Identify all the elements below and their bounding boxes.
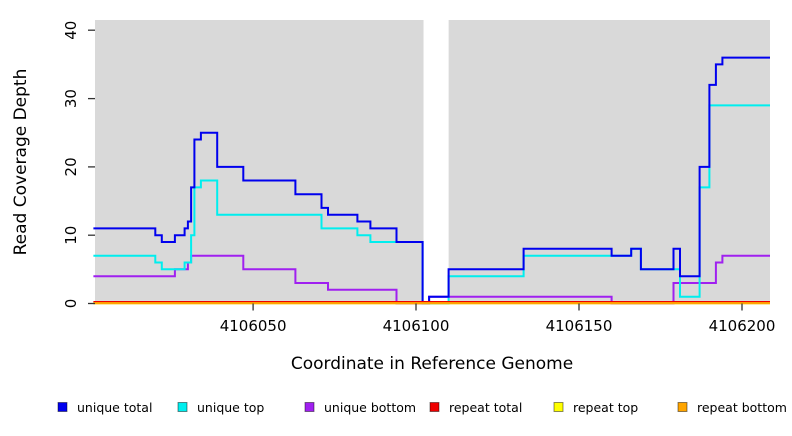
legend-swatch-repeat-top (553, 402, 564, 412)
legend-label-repeat-top: repeat top (573, 400, 638, 415)
legend: unique total unique top unique bottom repea… (57, 400, 787, 415)
legend-swatch-unique-total (57, 402, 68, 412)
x-tick-label: 4106050 (220, 317, 287, 335)
legend-swatch-repeat-bottom (677, 402, 688, 412)
y-axis-title: Read Coverage Depth (11, 69, 31, 256)
y-tick-label: 0 (62, 299, 80, 309)
legend-swatch-unique-top (177, 402, 188, 412)
y-tick-label: 40 (62, 21, 80, 40)
y-tick-label: 20 (62, 157, 80, 176)
series-line-unique-total (93, 56, 770, 305)
y-tick-label: 30 (62, 89, 80, 108)
legend-swatch-unique-bottom (304, 402, 315, 412)
legend-label-unique-top: unique top (197, 400, 264, 415)
x-tick-label: 4106150 (546, 317, 613, 335)
legend-label-unique-total: unique total (77, 400, 152, 415)
plot-area (93, 20, 770, 305)
x-axis-title: Coordinate in Reference Genome (291, 354, 573, 374)
y-tick-label: 10 (62, 226, 80, 245)
x-tick-label: 4106200 (709, 317, 776, 335)
legend-label-unique-bottom: unique bottom (324, 400, 416, 415)
no-data-gap-band (423, 20, 449, 304)
legend-label-repeat-bottom: repeat bottom (697, 400, 787, 415)
axes: 4106050 4106100 4106150 4106200 0 10 20 30 40 (62, 21, 775, 335)
x-tick-label: 4106100 (383, 317, 450, 335)
legend-label-repeat-total: repeat total (449, 400, 522, 415)
legend-swatch-repeat-total (429, 402, 440, 412)
